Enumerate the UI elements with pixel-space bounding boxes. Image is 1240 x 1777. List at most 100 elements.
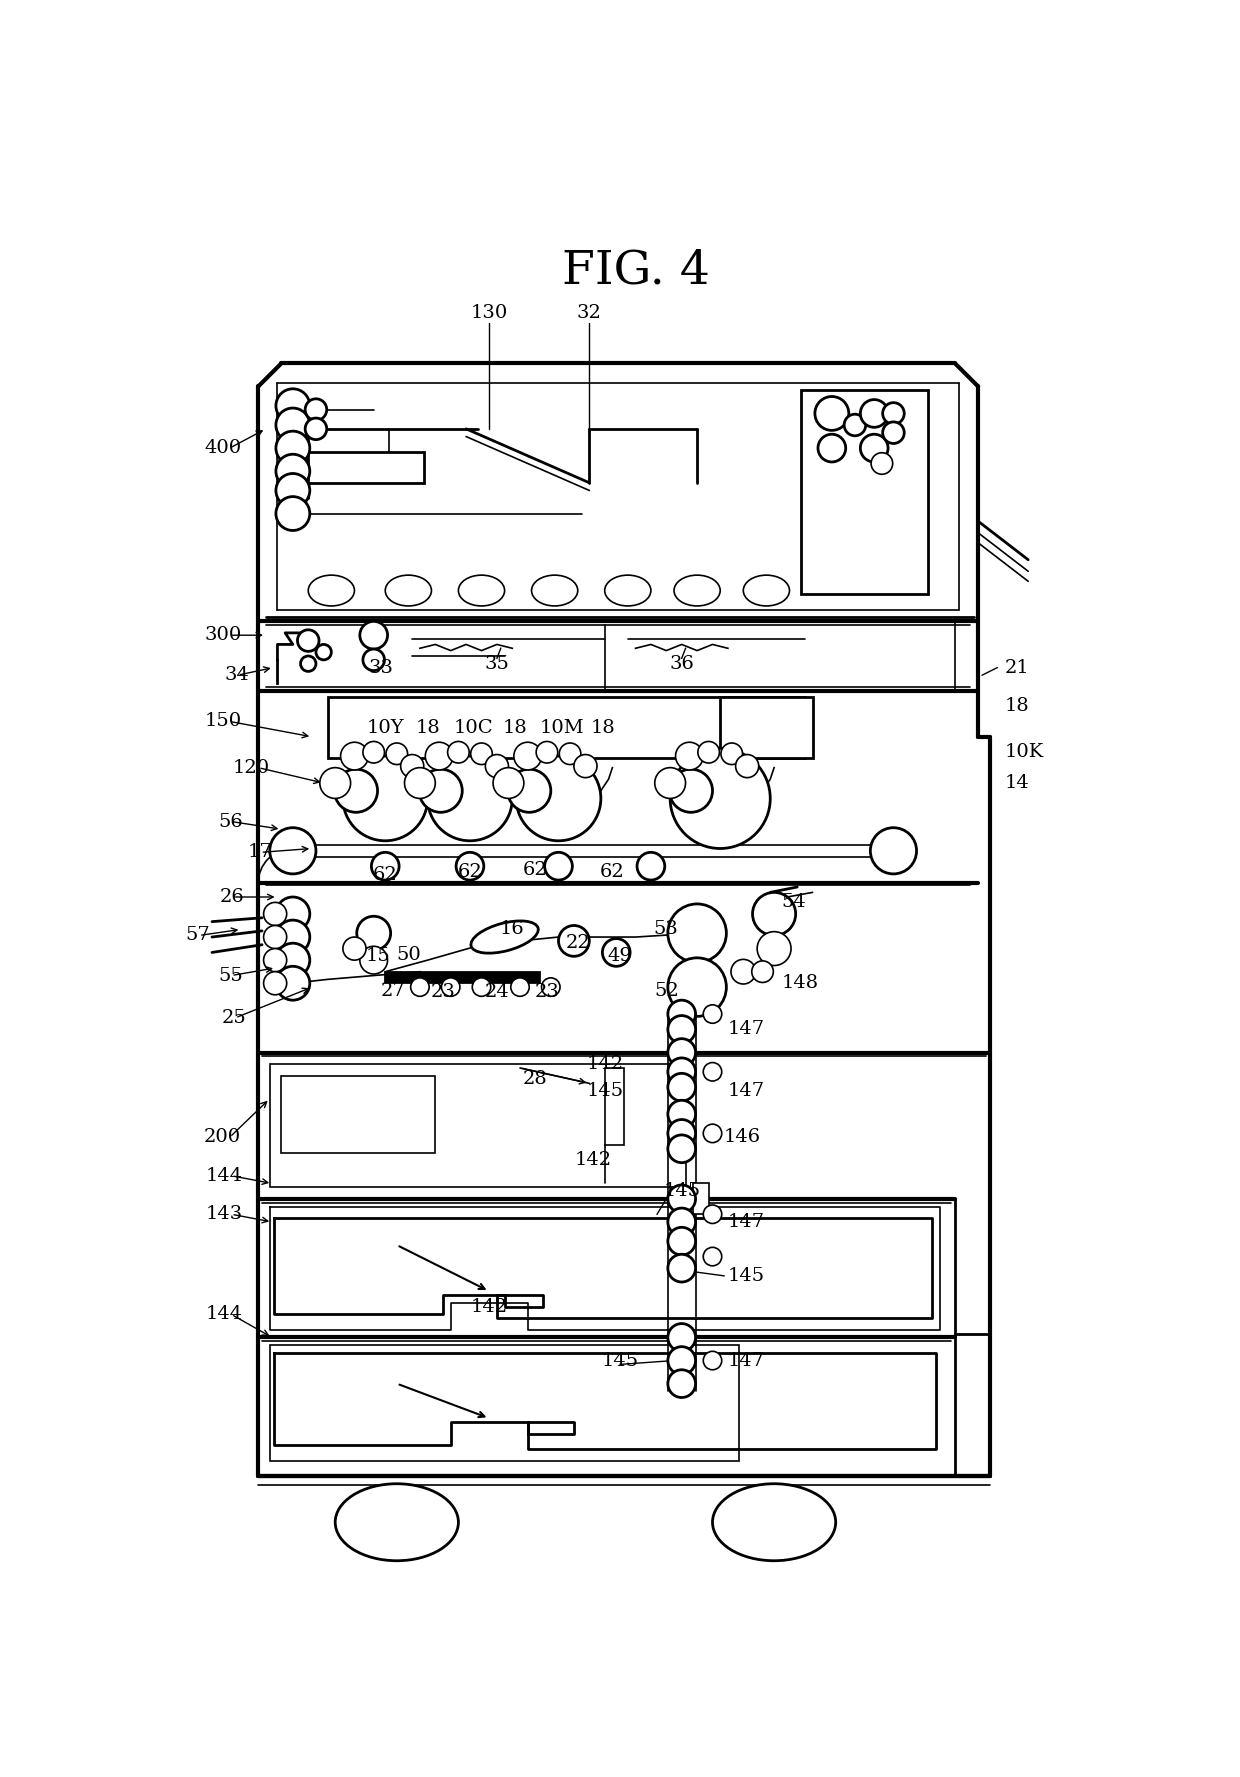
Circle shape [703, 1063, 722, 1080]
Circle shape [676, 743, 703, 769]
Text: 23: 23 [430, 983, 455, 1002]
Text: 147: 147 [728, 1082, 765, 1100]
Circle shape [883, 403, 904, 425]
Text: 142: 142 [471, 1297, 507, 1315]
Circle shape [372, 853, 399, 880]
Text: 62: 62 [458, 864, 482, 881]
Bar [801, 391, 928, 594]
Text: 143: 143 [206, 1205, 243, 1223]
Text: 142: 142 [587, 1056, 624, 1073]
Circle shape [428, 755, 512, 841]
Ellipse shape [309, 576, 355, 606]
Text: 146: 146 [724, 1128, 761, 1146]
Bar [327, 697, 805, 759]
Circle shape [751, 961, 774, 983]
Circle shape [861, 434, 888, 462]
Circle shape [320, 768, 351, 798]
Text: 57: 57 [186, 926, 211, 945]
Ellipse shape [471, 920, 538, 952]
Circle shape [277, 455, 310, 489]
Circle shape [668, 1324, 696, 1351]
Circle shape [558, 926, 589, 956]
Text: 144: 144 [206, 1306, 243, 1324]
Circle shape [386, 743, 408, 764]
Circle shape [277, 897, 310, 931]
Circle shape [343, 755, 428, 841]
Text: 15: 15 [365, 947, 389, 965]
Circle shape [410, 977, 429, 997]
Text: 25: 25 [222, 1009, 247, 1027]
Circle shape [485, 755, 508, 778]
Circle shape [264, 903, 286, 926]
Circle shape [735, 755, 759, 778]
Text: 50: 50 [396, 945, 420, 963]
Text: 300: 300 [205, 626, 242, 645]
Circle shape [637, 853, 665, 880]
Text: 142: 142 [574, 1151, 611, 1169]
Circle shape [536, 741, 558, 762]
Circle shape [703, 1125, 722, 1143]
Circle shape [668, 1100, 696, 1128]
Circle shape [668, 1370, 696, 1397]
Circle shape [300, 656, 316, 672]
Text: 10Y: 10Y [367, 718, 404, 737]
Circle shape [703, 1205, 722, 1224]
Text: 10M: 10M [541, 718, 585, 737]
Bar [720, 697, 812, 759]
Circle shape [513, 743, 542, 769]
Circle shape [270, 828, 316, 874]
Ellipse shape [335, 1484, 459, 1560]
Bar [605, 1068, 624, 1144]
Circle shape [870, 828, 916, 874]
Circle shape [507, 769, 551, 812]
Circle shape [277, 967, 310, 1000]
Circle shape [516, 755, 601, 841]
Circle shape [668, 904, 727, 963]
Circle shape [298, 629, 319, 652]
Text: 28: 28 [523, 1070, 548, 1089]
Circle shape [815, 396, 849, 430]
Text: 62: 62 [373, 867, 398, 885]
Text: 55: 55 [218, 967, 243, 984]
Circle shape [363, 649, 384, 670]
Circle shape [818, 434, 846, 462]
Circle shape [668, 1136, 696, 1162]
Circle shape [668, 1120, 696, 1148]
Bar [270, 1345, 739, 1461]
Bar [693, 1183, 708, 1214]
Circle shape [698, 741, 719, 762]
Circle shape [472, 977, 491, 997]
Circle shape [603, 938, 630, 967]
Circle shape [703, 1247, 722, 1265]
Bar [270, 1064, 686, 1187]
Circle shape [264, 926, 286, 949]
Circle shape [471, 743, 492, 764]
Circle shape [670, 769, 713, 812]
Text: 147: 147 [728, 1020, 765, 1038]
Text: 24: 24 [485, 983, 510, 1002]
Text: 400: 400 [205, 439, 242, 457]
Text: 32: 32 [577, 304, 601, 322]
Circle shape [277, 389, 310, 423]
Ellipse shape [713, 1484, 836, 1560]
Text: 18: 18 [590, 718, 615, 737]
Circle shape [668, 958, 727, 1016]
Circle shape [753, 892, 796, 935]
Bar [386, 972, 539, 983]
Circle shape [277, 432, 310, 466]
Ellipse shape [386, 576, 432, 606]
Circle shape [668, 1185, 696, 1212]
Text: 34: 34 [224, 666, 249, 684]
Circle shape [730, 960, 755, 984]
Text: 18: 18 [1006, 697, 1030, 714]
Circle shape [305, 418, 326, 439]
Text: 18: 18 [503, 718, 528, 737]
Circle shape [872, 453, 893, 474]
Text: 33: 33 [370, 659, 394, 677]
Circle shape [277, 944, 310, 977]
Circle shape [357, 917, 391, 951]
Circle shape [360, 622, 388, 649]
Text: 36: 36 [670, 654, 694, 673]
Circle shape [456, 853, 484, 880]
Circle shape [544, 853, 573, 880]
